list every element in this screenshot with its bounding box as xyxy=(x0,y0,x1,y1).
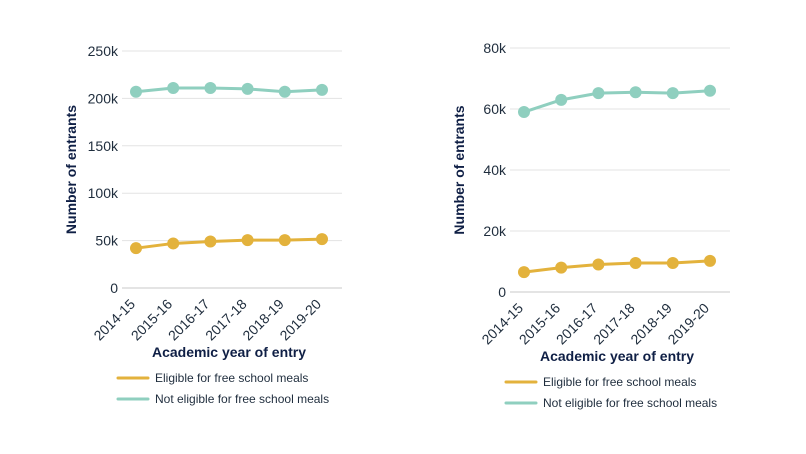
y-tick-label: 0 xyxy=(110,280,118,296)
y-tick-label: 150k xyxy=(88,138,119,154)
y-tick-label: 200k xyxy=(88,90,119,106)
data-point-series-1 xyxy=(629,257,642,270)
y-tick-label: 50k xyxy=(95,233,119,249)
y-tick-label: 60k xyxy=(483,101,507,117)
y-tick-label: 80k xyxy=(483,40,507,56)
legend-label-2: Not eligible for free school meals xyxy=(543,396,717,410)
data-point-series-2 xyxy=(130,85,142,98)
y-tick-label: 40k xyxy=(483,162,507,178)
x-axis-title: Academic year of entry xyxy=(152,344,306,360)
x-tick-label: 2019-20 xyxy=(664,300,712,348)
legend-label-1: Eligible for free school meals xyxy=(155,371,308,385)
data-point-series-1 xyxy=(666,257,679,270)
data-point-series-2 xyxy=(704,84,716,97)
legend-label-2: Not eligible for free school meals xyxy=(155,392,329,406)
data-point-series-2 xyxy=(666,87,679,100)
series-line-2 xyxy=(135,86,323,94)
data-point-series-2 xyxy=(592,87,605,100)
data-point-series-2 xyxy=(629,86,642,99)
data-point-series-2 xyxy=(241,82,254,95)
y-tick-label: 20k xyxy=(483,223,507,239)
y-tick-label: 250k xyxy=(88,43,119,59)
y-axis-title: Number of entrants xyxy=(63,105,79,234)
data-point-series-1 xyxy=(592,258,605,271)
chart-2: 020k40k60k80k2014-152015-162016-172017-1… xyxy=(451,40,730,410)
series-line-1 xyxy=(523,259,711,274)
y-tick-label: 100k xyxy=(88,185,119,201)
data-point-series-2 xyxy=(167,81,180,94)
y-tick-label: 0 xyxy=(498,284,506,300)
data-point-series-2 xyxy=(204,81,217,94)
data-point-series-1 xyxy=(518,266,530,279)
x-axis-title: Academic year of entry xyxy=(540,348,694,364)
chart-1: 050k100k150k200k250k2014-152015-162016-1… xyxy=(63,43,342,406)
data-point-series-1 xyxy=(167,237,180,250)
data-point-series-1 xyxy=(316,233,328,246)
data-point-series-2 xyxy=(316,83,328,96)
data-point-series-2 xyxy=(278,85,291,98)
data-point-series-1 xyxy=(704,254,716,267)
x-tick-label: 2019-20 xyxy=(276,296,324,344)
legend-label-1: Eligible for free school meals xyxy=(543,375,696,389)
data-point-series-1 xyxy=(278,234,291,247)
series-line-2 xyxy=(523,89,711,114)
y-axis-title: Number of entrants xyxy=(451,105,467,234)
series-line-1 xyxy=(135,237,323,250)
data-point-series-2 xyxy=(555,93,568,106)
data-point-series-1 xyxy=(555,261,568,274)
data-point-series-1 xyxy=(204,235,217,248)
data-point-series-2 xyxy=(518,106,530,119)
data-point-series-1 xyxy=(130,242,142,255)
data-point-series-1 xyxy=(241,234,254,247)
